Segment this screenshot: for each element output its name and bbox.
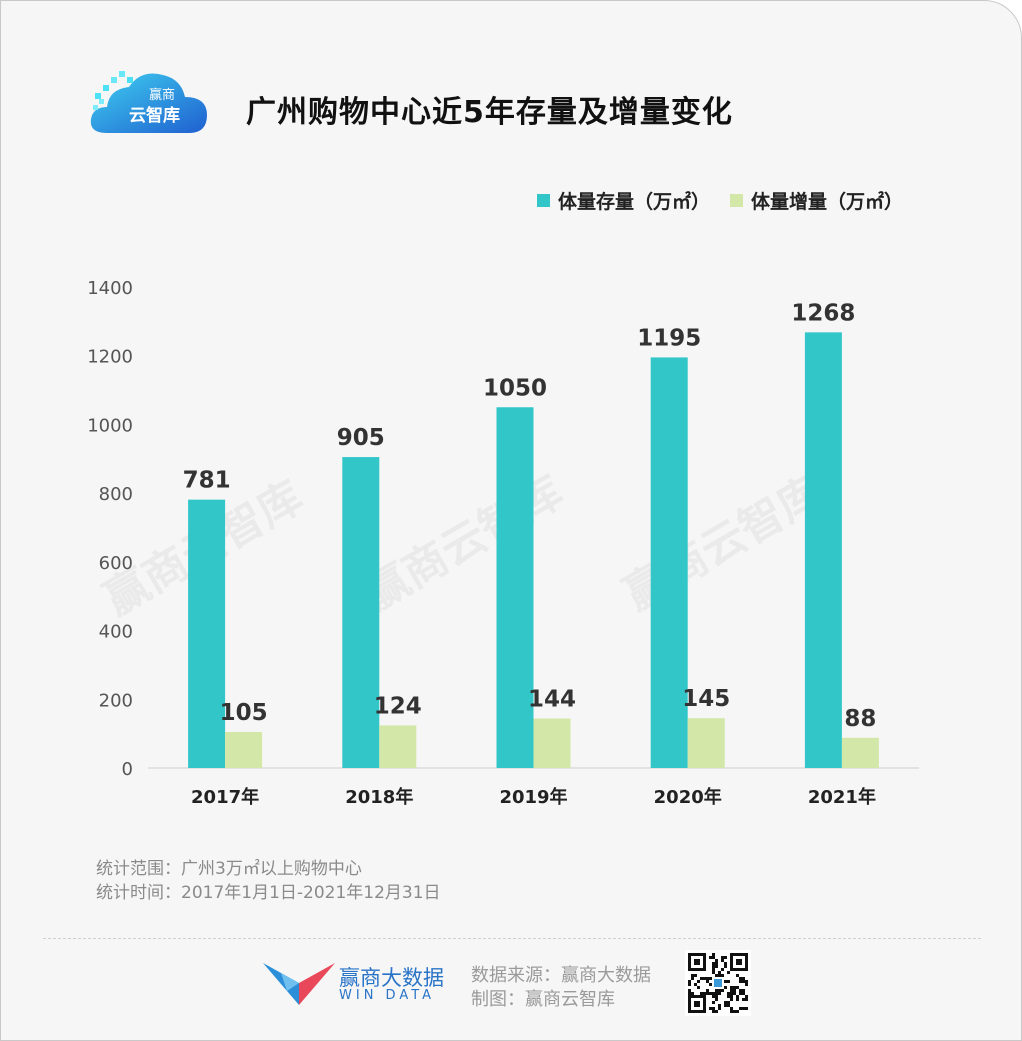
data-label: 1268 — [791, 300, 855, 326]
data-label: 781 — [183, 468, 231, 494]
bar-stock — [650, 357, 688, 768]
bar-increment — [533, 718, 571, 768]
bar-stock — [342, 457, 380, 768]
x-tick-label: 2021年 — [808, 786, 876, 808]
note-period: 统计时间：2017年1月1日-2021年12月31日 — [96, 883, 441, 903]
chart-title: 广州购物中心近5年存量及增量变化 — [246, 95, 733, 130]
bar-increment — [225, 731, 263, 768]
y-tick-label: 1400 — [87, 278, 133, 299]
data-label: 105 — [220, 700, 268, 726]
x-tick-label: 2018年 — [345, 786, 413, 808]
windata-logo-icon — [263, 963, 335, 1005]
brand-sub: WIN DATA — [339, 988, 436, 1003]
y-tick-label: 200 — [99, 690, 133, 711]
qr-code-icon — [685, 950, 751, 1016]
legend-item-increment: 体量增量（万㎡） — [730, 187, 903, 214]
footer-divider — [43, 938, 981, 939]
bar-stock — [188, 499, 226, 768]
data-label: 905 — [337, 425, 385, 451]
bar-increment — [379, 725, 417, 768]
data-label: 88 — [844, 706, 876, 732]
y-tick-label: 800 — [99, 484, 133, 505]
legend-label-stock: 体量存量（万㎡） — [558, 191, 711, 213]
chart-maker: 制图：赢商云智库 — [471, 989, 615, 1010]
legend-label-increment: 体量增量（万㎡） — [751, 191, 904, 213]
data-label: 124 — [374, 693, 422, 719]
watermark-text: 赢商云智库 — [616, 466, 832, 620]
note-scope: 统计范围：广州3万㎡以上购物中心 — [96, 859, 362, 879]
y-tick-label: 1200 — [87, 347, 133, 368]
bar-stock — [496, 407, 534, 768]
data-label: 1050 — [483, 375, 547, 401]
watermark-text: 赢商云智库 — [356, 466, 572, 620]
data-source: 数据来源：赢商大数据 — [471, 965, 651, 986]
cloud-logo-icon: 赢商 云智库 — [90, 71, 207, 133]
bar-increment — [841, 737, 879, 768]
data-label: 144 — [528, 687, 576, 713]
y-tick-label: 1000 — [87, 415, 133, 436]
data-label: 145 — [682, 686, 730, 712]
bar-increment — [687, 718, 725, 768]
y-tick-label: 400 — [99, 622, 133, 643]
y-tick-label: 600 — [99, 553, 133, 574]
bar-stock — [804, 332, 842, 768]
svg-text:赢商: 赢商 — [149, 87, 175, 103]
legend-swatch-increment — [730, 194, 744, 207]
legend-item-stock: 体量存量（万㎡） — [537, 187, 710, 214]
y-tick-label: 0 — [122, 759, 133, 780]
legend: 体量存量（万㎡） 体量增量（万㎡） — [537, 187, 903, 214]
legend-swatch-stock — [537, 194, 550, 207]
x-tick-label: 2017年 — [191, 786, 259, 808]
svg-text:云智库: 云智库 — [129, 105, 180, 126]
x-tick-label: 2019年 — [499, 786, 567, 808]
data-label: 1195 — [637, 325, 701, 351]
bar-chart: 赢商云智库赢商云智库赢商云智库0200400600800100012001400… — [87, 278, 919, 808]
brand-name: 赢商大数据 — [339, 966, 444, 990]
x-tick-label: 2020年 — [654, 786, 722, 808]
